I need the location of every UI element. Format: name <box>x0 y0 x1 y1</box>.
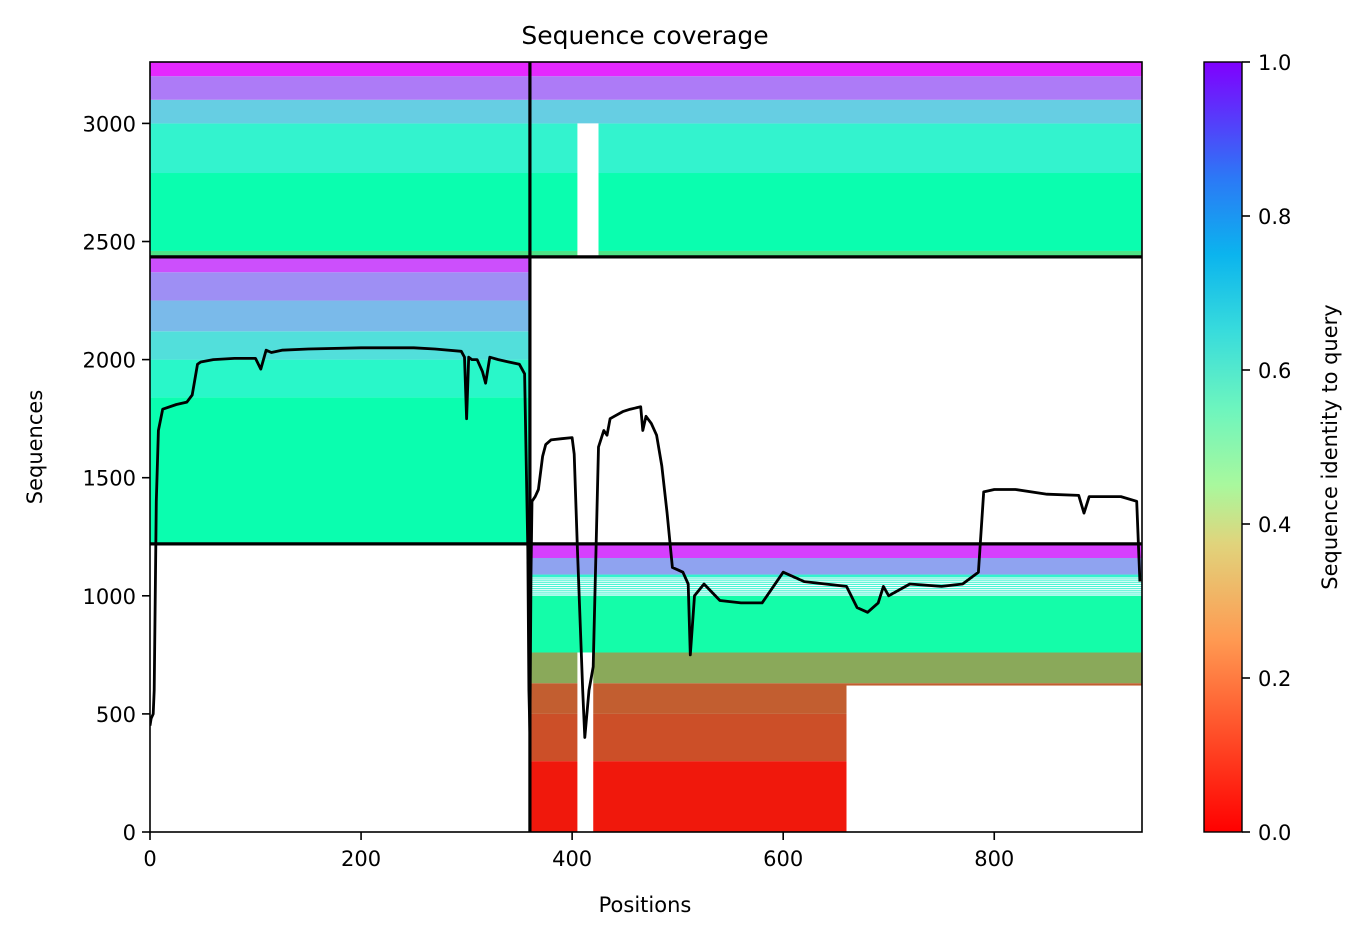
gap-streak <box>973 689 1142 691</box>
heat-band <box>150 359 530 398</box>
heat-band <box>150 99 530 124</box>
colorbar-tick-label: 0.6 <box>1258 359 1291 383</box>
heat-band <box>529 62 1142 77</box>
gap-streak <box>973 706 1142 709</box>
gap-streak <box>973 747 1142 749</box>
colorbar-tick-label: 0.4 <box>1258 513 1291 537</box>
gap-region <box>577 123 599 257</box>
gap-streak <box>973 695 1142 697</box>
heat-band <box>150 256 530 273</box>
gap-streak <box>973 698 1142 700</box>
y-tick-label: 1500 <box>83 467 136 491</box>
y-axis-label: Sequences <box>23 390 47 505</box>
gap-streak <box>973 692 1142 694</box>
gap-streak <box>529 590 1142 592</box>
heatmap-layer <box>150 62 1142 832</box>
heat-band <box>529 76 1142 100</box>
heat-band <box>150 250 530 257</box>
colorbar <box>1203 61 1243 833</box>
gap-streak <box>973 721 1142 723</box>
gap-streak <box>973 753 1142 755</box>
heat-band <box>150 272 530 301</box>
gap-streak <box>973 686 1142 688</box>
gap-streak <box>973 727 1142 729</box>
heat-band <box>529 250 1142 257</box>
gap-streak <box>973 700 1142 703</box>
colorbar-tick-label: 1.0 <box>1258 51 1291 75</box>
gap-streak <box>529 579 1142 581</box>
heat-band <box>150 173 530 251</box>
heat-band <box>529 595 1142 653</box>
gap-streak <box>529 586 1142 588</box>
y-tick-label: 500 <box>96 703 136 727</box>
y-tick-label: 1000 <box>83 585 136 609</box>
plot-frame <box>149 61 1143 833</box>
gap-streak <box>973 759 1142 761</box>
colorbar-tick-label: 0.2 <box>1258 667 1291 691</box>
gap-streak <box>973 715 1142 717</box>
y-tick-label: 3000 <box>83 112 136 136</box>
gap-streak <box>529 577 1142 579</box>
y-tick-label: 2000 <box>83 349 136 373</box>
empty-quadrant <box>150 543 530 832</box>
x-tick-label: 0 <box>143 847 156 871</box>
heat-band <box>150 331 530 360</box>
heat-band <box>529 558 1142 575</box>
gap-streak <box>973 744 1142 746</box>
heat-band <box>150 76 530 100</box>
gap-streak <box>973 724 1142 726</box>
colorbar-ticks: 0.0 0.2 0.4 0.6 0.8 1.0 <box>1242 51 1291 845</box>
heat-band <box>529 652 1142 684</box>
gap-streak <box>973 750 1142 752</box>
colorbar-tick-label: 0.0 <box>1258 821 1291 845</box>
coverage-line <box>150 346 1142 739</box>
gap-layer <box>150 123 1142 832</box>
empty-quadrant <box>529 256 1142 544</box>
colorbar-label: Sequence identity to query <box>1318 304 1342 589</box>
heat-band <box>150 62 530 77</box>
gap-streak <box>529 581 1142 583</box>
gap-streak <box>973 712 1142 714</box>
heat-band <box>529 173 1142 251</box>
heat-band <box>150 397 530 544</box>
y-tick-label: 0 <box>123 821 136 845</box>
gap-streak <box>973 738 1142 741</box>
gap-streak <box>973 735 1142 738</box>
x-tick-label: 800 <box>974 847 1014 871</box>
gap-streak <box>529 594 1142 596</box>
y-tick-label: 2500 <box>83 231 136 255</box>
coverage-line-layer <box>150 346 1142 739</box>
gap-streak <box>529 583 1142 585</box>
heat-band <box>529 99 1142 124</box>
chart-title: Sequence coverage <box>521 21 768 50</box>
gap-streak <box>973 718 1142 720</box>
x-tick-label: 600 <box>763 847 803 871</box>
gap-streak <box>973 756 1142 758</box>
y-axis-ticks: 0 500 1000 1500 2000 2500 3000 <box>83 112 150 845</box>
heat-band <box>150 123 530 174</box>
heat-band <box>529 543 1142 559</box>
gap-streak <box>973 741 1142 743</box>
gap-streak <box>973 703 1142 706</box>
gap-streak <box>973 709 1142 711</box>
gap-streak <box>973 730 1142 732</box>
x-tick-label: 400 <box>552 847 592 871</box>
gap-streak <box>529 588 1142 590</box>
colorbar-tick-label: 0.8 <box>1258 205 1291 229</box>
x-tick-label: 200 <box>341 847 381 871</box>
heat-band <box>150 300 530 332</box>
heat-band <box>529 123 1142 174</box>
x-axis-label: Positions <box>599 893 692 917</box>
gap-streak <box>973 732 1142 735</box>
gap-streak <box>529 592 1142 594</box>
x-axis-ticks: 0 200 400 600 800 <box>143 832 1014 871</box>
